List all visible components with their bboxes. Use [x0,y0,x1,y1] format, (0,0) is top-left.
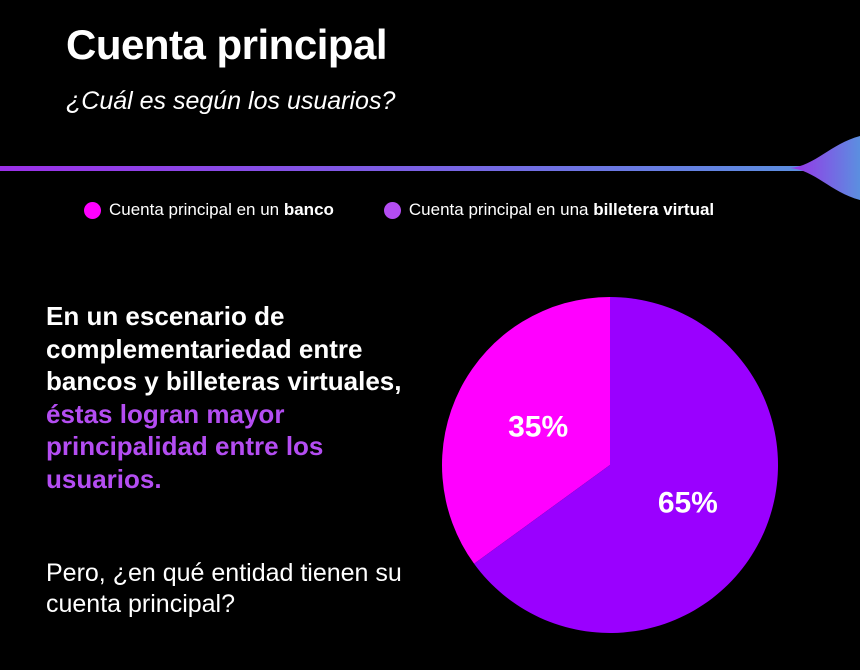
chart-legend: Cuenta principal en un banco Cuenta prin… [84,198,714,222]
legend-label-billetera: Cuenta principal en una billetera virtua… [408,200,715,219]
body-statement: En un escenario de complementariedad ent… [46,301,402,396]
pie-slice-billetera [474,297,778,633]
pie-label-billetera: 65% [658,487,718,520]
body-question: Pero, ¿en qué entidad tienen su cuenta p… [46,559,402,618]
page-subtitle: ¿Cuál es según los usuarios? [66,87,396,115]
pie-chart: 35% 65% [442,297,778,633]
legend-item-banco: Cuenta principal en un banco [84,198,334,222]
pie-slice-banco [442,297,610,564]
pie-label-banco: 35% [508,410,568,443]
body-paragraph: En un escenario de complementariedad ent… [46,300,406,495]
page-title: Cuenta principal [66,21,388,68]
body-highlight: éstas logran mayor principalidad entre l… [46,398,324,494]
legend-label-banco: Cuenta principal en un banco [109,200,334,219]
legend-swatch-banco [84,201,101,219]
divider-line [0,136,860,200]
legend-swatch-billetera [383,201,401,219]
legend-item-billetera: Cuenta principal en una billetera virtua… [383,198,715,222]
